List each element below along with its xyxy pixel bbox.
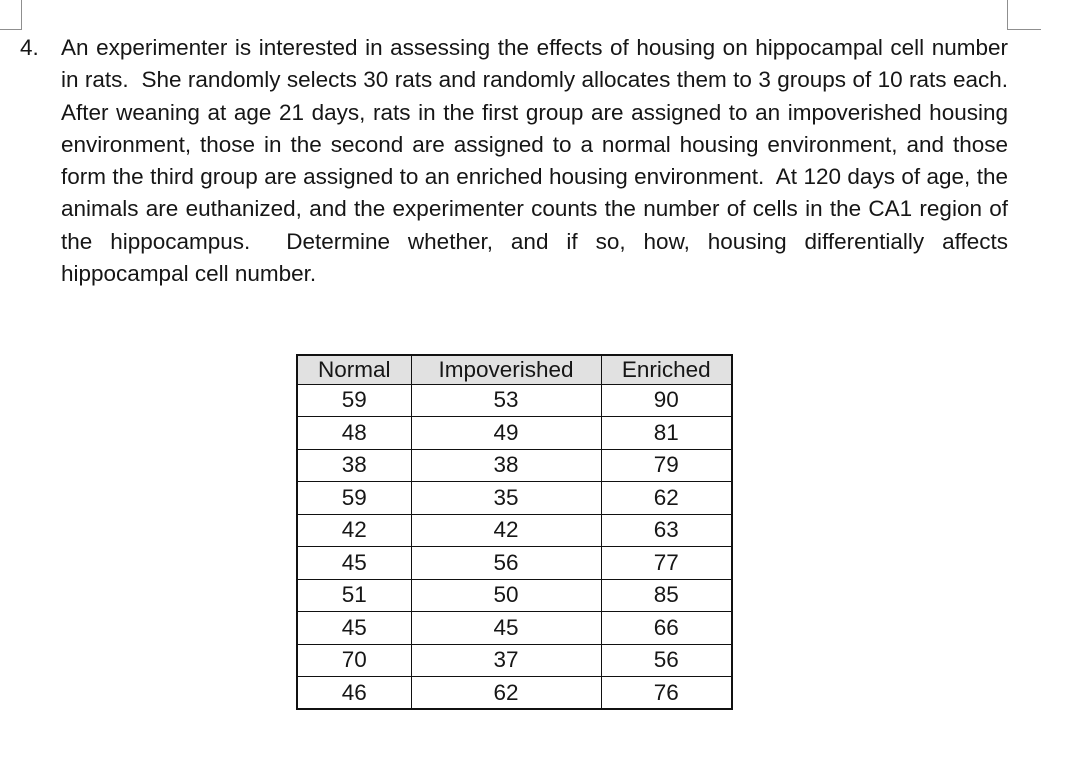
table-row: 59 35 62	[296, 481, 733, 515]
table-header-row: Normal Impoverished Enriched	[296, 354, 733, 385]
column-header: Impoverished	[410, 354, 602, 385]
table-cell: 90	[600, 383, 733, 417]
crop-mark-top-right-icon	[1007, 0, 1041, 30]
table-cell: 50	[410, 578, 602, 612]
table-cell: 48	[296, 416, 412, 450]
table-cell: 49	[410, 416, 602, 450]
problem-block: 4. An experimenter is interested in asse…	[20, 32, 1008, 290]
table-cell: 42	[296, 513, 412, 547]
table-cell: 56	[410, 546, 602, 580]
table-row: 45 56 77	[296, 546, 733, 580]
table-cell: 76	[600, 676, 733, 710]
table-cell: 77	[600, 546, 733, 580]
table-cell: 37	[410, 643, 602, 677]
problem-text: An experimenter is interested in assessi…	[61, 35, 1021, 287]
crop-mark-top-left-icon	[0, 0, 22, 30]
table-cell: 66	[600, 611, 733, 645]
table-cell: 51	[296, 578, 412, 612]
table-row: 48 49 81	[296, 416, 733, 450]
table-cell: 46	[296, 676, 412, 710]
table-cell: 79	[600, 448, 733, 482]
column-header: Enriched	[600, 354, 733, 385]
table-body: 59 53 90 48 49 81 38 38 79 59 35 62 42 42 63 45 56 77 51 50…	[296, 383, 733, 710]
table-row: 45 45 66	[296, 611, 733, 645]
table-cell: 70	[296, 643, 412, 677]
table-cell: 38	[410, 448, 602, 482]
table-cell: 85	[600, 578, 733, 612]
table-cell: 45	[296, 546, 412, 580]
table-cell: 62	[410, 676, 602, 710]
table-cell: 45	[410, 611, 602, 645]
table-cell: 59	[296, 481, 412, 515]
table-cell: 56	[600, 643, 733, 677]
table-cell: 35	[410, 481, 602, 515]
table-cell: 59	[296, 383, 412, 417]
table-row: 46 62 76	[296, 676, 733, 710]
table-cell: 38	[296, 448, 412, 482]
table-row: 59 53 90	[296, 383, 733, 417]
table-cell: 81	[600, 416, 733, 450]
table-cell: 53	[410, 383, 602, 417]
table-row: 42 42 63	[296, 513, 733, 547]
table-cell: 42	[410, 513, 602, 547]
table-cell: 63	[600, 513, 733, 547]
table-row: 38 38 79	[296, 448, 733, 482]
table-cell: 45	[296, 611, 412, 645]
table-cell: 62	[600, 481, 733, 515]
table-row: 51 50 85	[296, 578, 733, 612]
table-row: 70 37 56	[296, 643, 733, 677]
problem-number: 4.	[20, 35, 39, 60]
data-table: Normal Impoverished Enriched 59 53 90 48 49 81 3…	[296, 354, 733, 710]
column-header: Normal	[296, 354, 412, 385]
